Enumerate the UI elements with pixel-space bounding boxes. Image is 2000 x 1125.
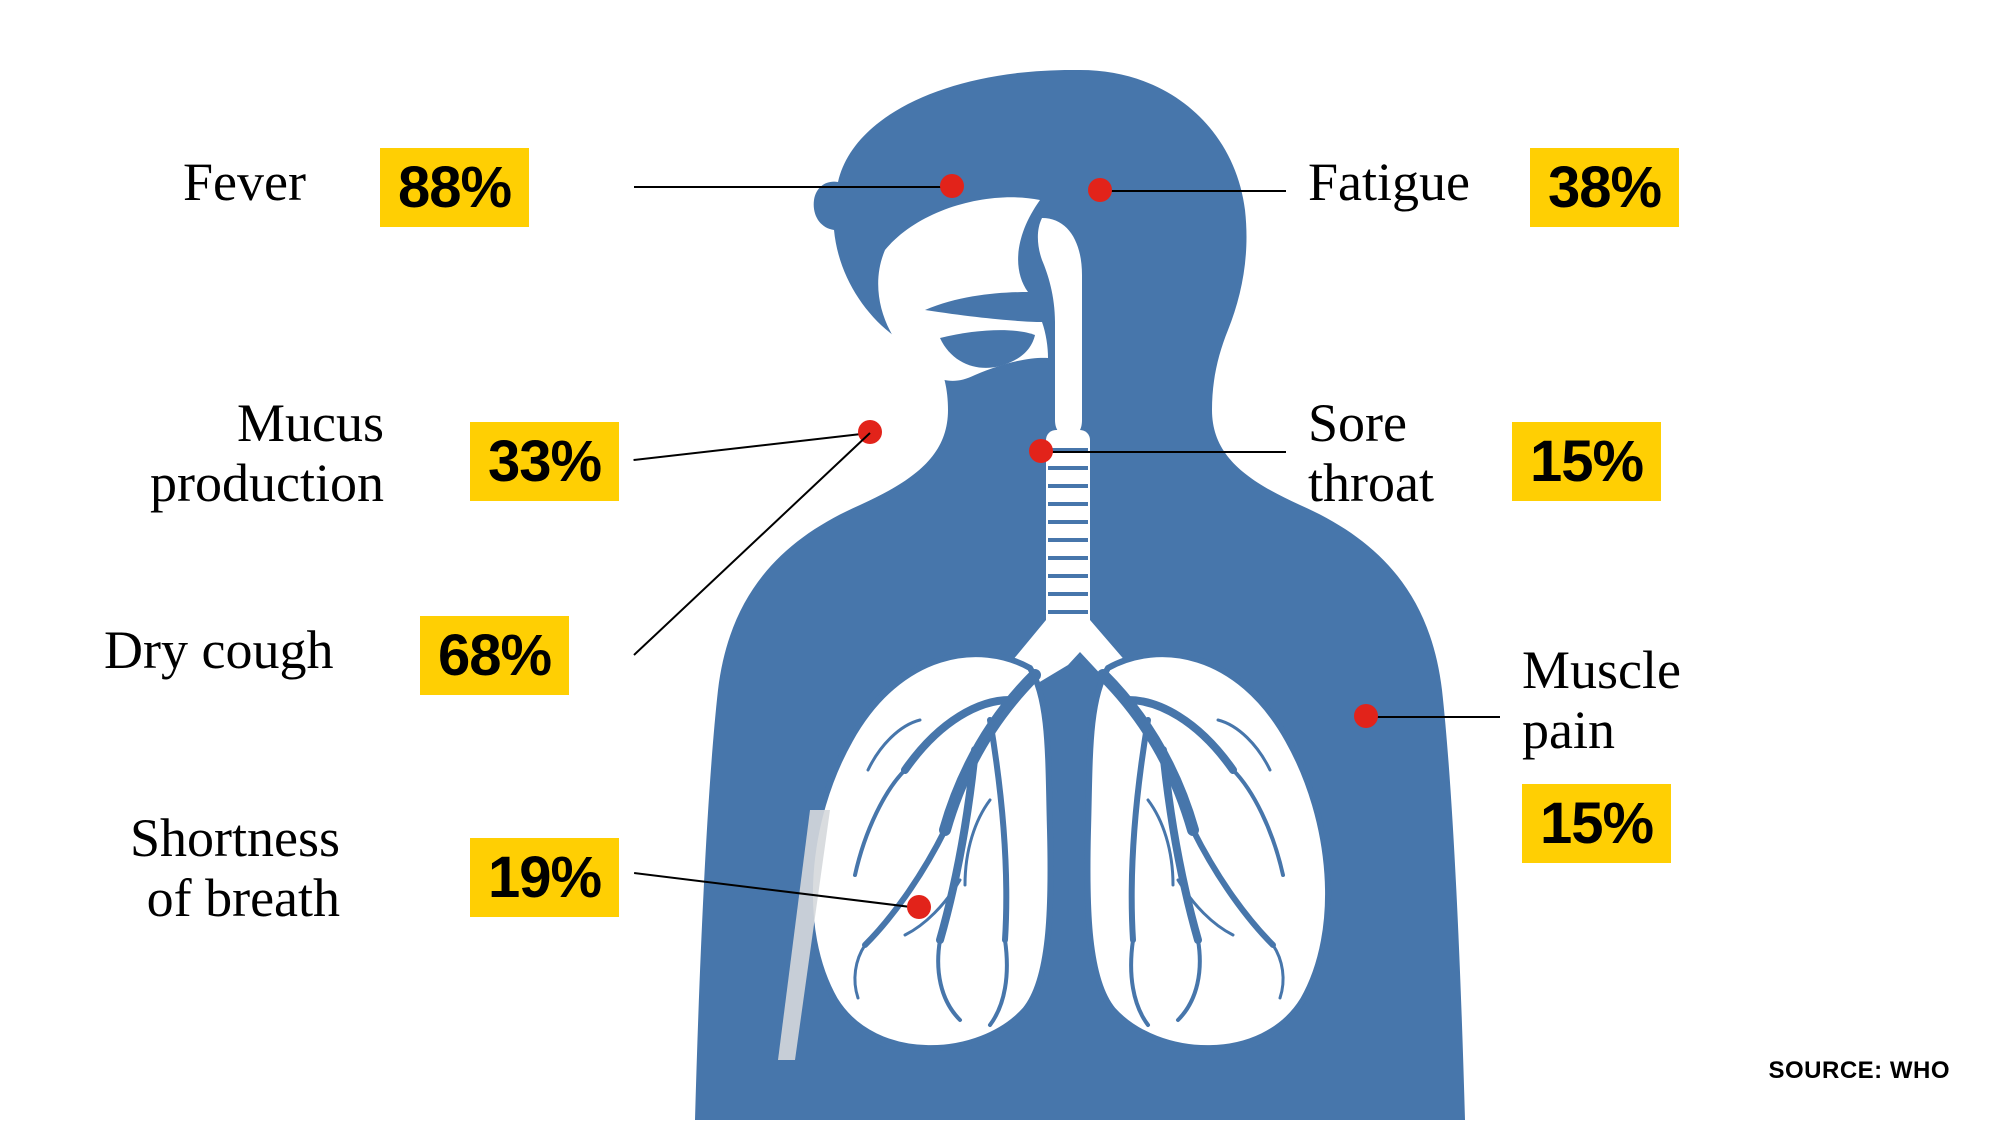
label-mucus: Mucus production — [150, 393, 384, 514]
connector-fatigue — [1100, 190, 1286, 192]
value-fever: 88% — [380, 148, 529, 227]
label-fever: Fever — [183, 152, 306, 212]
label-breath: Shortness of breath — [130, 808, 340, 929]
value-fatigue: 38% — [1530, 148, 1679, 227]
label-muscle: Muscle pain — [1522, 640, 1681, 761]
marker-sore — [1029, 439, 1053, 463]
connector-muscle — [1366, 716, 1500, 718]
source-credit: SOURCE: WHO — [1769, 1057, 1951, 1085]
infographic-canvas: Fever 88% Fatigue 38% Mucus production 33% Sor… — [0, 0, 2000, 1125]
body-illustration — [690, 60, 1470, 1120]
marker-breath — [907, 895, 931, 919]
value-cough: 68% — [420, 616, 569, 695]
label-sore: Sore throat — [1308, 393, 1434, 514]
marker-fatigue — [1088, 178, 1112, 202]
trachea — [1046, 430, 1090, 630]
connector-sore — [1041, 451, 1286, 453]
value-sore: 15% — [1512, 422, 1661, 501]
value-mucus: 33% — [470, 422, 619, 501]
connector-fever — [634, 186, 952, 188]
label-cough: Dry cough — [104, 620, 333, 680]
label-fatigue: Fatigue — [1308, 152, 1470, 212]
value-breath: 19% — [470, 838, 619, 917]
marker-muscle — [1354, 704, 1378, 728]
marker-fever — [940, 174, 964, 198]
value-muscle: 15% — [1522, 784, 1671, 863]
